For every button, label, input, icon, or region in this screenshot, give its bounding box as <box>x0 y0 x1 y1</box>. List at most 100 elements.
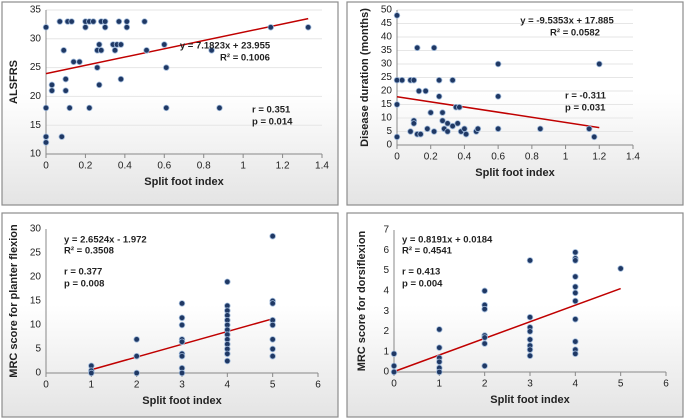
y-tick-label: 15 <box>30 120 42 131</box>
y-tick-label: 20 <box>30 91 42 102</box>
annotation: r = -0.311 <box>565 91 607 102</box>
trendline <box>45 17 309 75</box>
annotation: r = 0.377 <box>64 267 102 278</box>
y-tick-label: 20 <box>381 86 393 97</box>
point <box>60 47 67 54</box>
y-tick-label: 10 <box>30 149 42 160</box>
y-tick-label: 25 <box>30 62 42 73</box>
point <box>269 300 276 307</box>
point <box>70 58 77 66</box>
point <box>393 101 401 108</box>
y-tick-label: 7 <box>383 225 389 236</box>
y-tick-label: 5 <box>383 265 389 276</box>
y-tick-label: 1 <box>383 346 389 357</box>
x-tick-label: 1.2 <box>276 161 290 172</box>
point <box>481 287 488 295</box>
x-tick-label: 6 <box>315 380 321 391</box>
point <box>439 117 446 124</box>
point <box>48 87 56 94</box>
point <box>572 249 579 256</box>
x-tick-label: 1 <box>89 380 95 391</box>
y-tick-label: 25 <box>381 72 393 83</box>
point <box>224 278 231 285</box>
point <box>572 297 579 305</box>
point <box>454 120 461 127</box>
x-tick-label: 0.2 <box>424 152 438 163</box>
point <box>269 232 276 240</box>
annotation: y = 2.6524x - 1.972 <box>64 235 147 246</box>
x-tick-label: 1 <box>437 379 443 390</box>
y-axis-title: MRC score for dorsiflexion <box>356 230 368 371</box>
y-tick-label: 2 <box>383 326 389 337</box>
point <box>494 125 502 132</box>
x-tick-label: 2 <box>134 380 140 391</box>
point <box>436 326 443 333</box>
y-tick-label: 30 <box>381 59 393 70</box>
point <box>393 133 401 141</box>
annotation: p = 0.004 <box>402 279 443 290</box>
point <box>115 18 123 25</box>
x-tick-label: 0.6 <box>157 161 171 172</box>
y-tick-label: 25 <box>30 248 42 259</box>
point <box>481 340 488 347</box>
point <box>414 44 421 51</box>
point <box>68 18 75 25</box>
point <box>444 120 451 127</box>
point <box>224 357 231 365</box>
x-tick-label: 4 <box>573 379 579 390</box>
y-axis-title: Disease duration (months) <box>359 8 371 147</box>
point <box>494 93 502 100</box>
y-tick-label: 0 <box>383 367 389 378</box>
panel <box>1 212 339 418</box>
panel <box>1 1 339 206</box>
point <box>117 75 125 83</box>
point <box>94 64 101 71</box>
point <box>526 352 534 359</box>
x-axis-title: Split foot index <box>144 176 224 188</box>
point <box>481 334 488 341</box>
y-axis-title: ALSFRS <box>8 60 20 104</box>
point <box>269 321 276 329</box>
y-tick-label: 15 <box>381 99 393 110</box>
x-tick-label: 1 <box>240 161 246 172</box>
point <box>390 362 398 370</box>
point <box>407 128 414 135</box>
x-tick-label: 2 <box>482 379 488 390</box>
point <box>526 336 534 343</box>
point <box>435 93 443 100</box>
point <box>178 338 186 345</box>
point <box>526 346 534 353</box>
point <box>117 41 125 48</box>
x-tick-label: 1.4 <box>315 161 329 172</box>
point <box>143 47 150 54</box>
point <box>410 120 418 127</box>
y-axis-title: MRC score for planter flexion <box>8 224 20 378</box>
y-tick-label: 35 <box>381 45 393 56</box>
x-tick-label: 0 <box>391 379 397 390</box>
annotation: R² = 0.0582 <box>550 28 600 39</box>
point <box>572 283 579 290</box>
point <box>269 353 276 360</box>
point <box>572 273 579 280</box>
point <box>58 133 65 140</box>
point <box>161 41 168 48</box>
x-tick-label: 4 <box>225 380 231 391</box>
point <box>269 345 276 353</box>
point <box>390 350 398 357</box>
point <box>111 47 119 54</box>
point <box>123 18 131 25</box>
point <box>178 300 186 307</box>
point <box>163 104 170 112</box>
point <box>133 369 140 377</box>
point <box>305 24 312 31</box>
x-tick-label: 0 <box>43 161 49 172</box>
y-tick-label: 5 <box>386 126 392 137</box>
point <box>415 87 423 95</box>
x-tick-label: 0 <box>394 152 400 163</box>
x-tick-label: 5 <box>618 379 624 390</box>
trendline <box>393 287 621 373</box>
annotation: y = -9.5353x + 17.885 <box>520 16 614 27</box>
x-tick-label: 3 <box>527 379 533 390</box>
point <box>133 336 140 343</box>
point <box>572 338 579 345</box>
